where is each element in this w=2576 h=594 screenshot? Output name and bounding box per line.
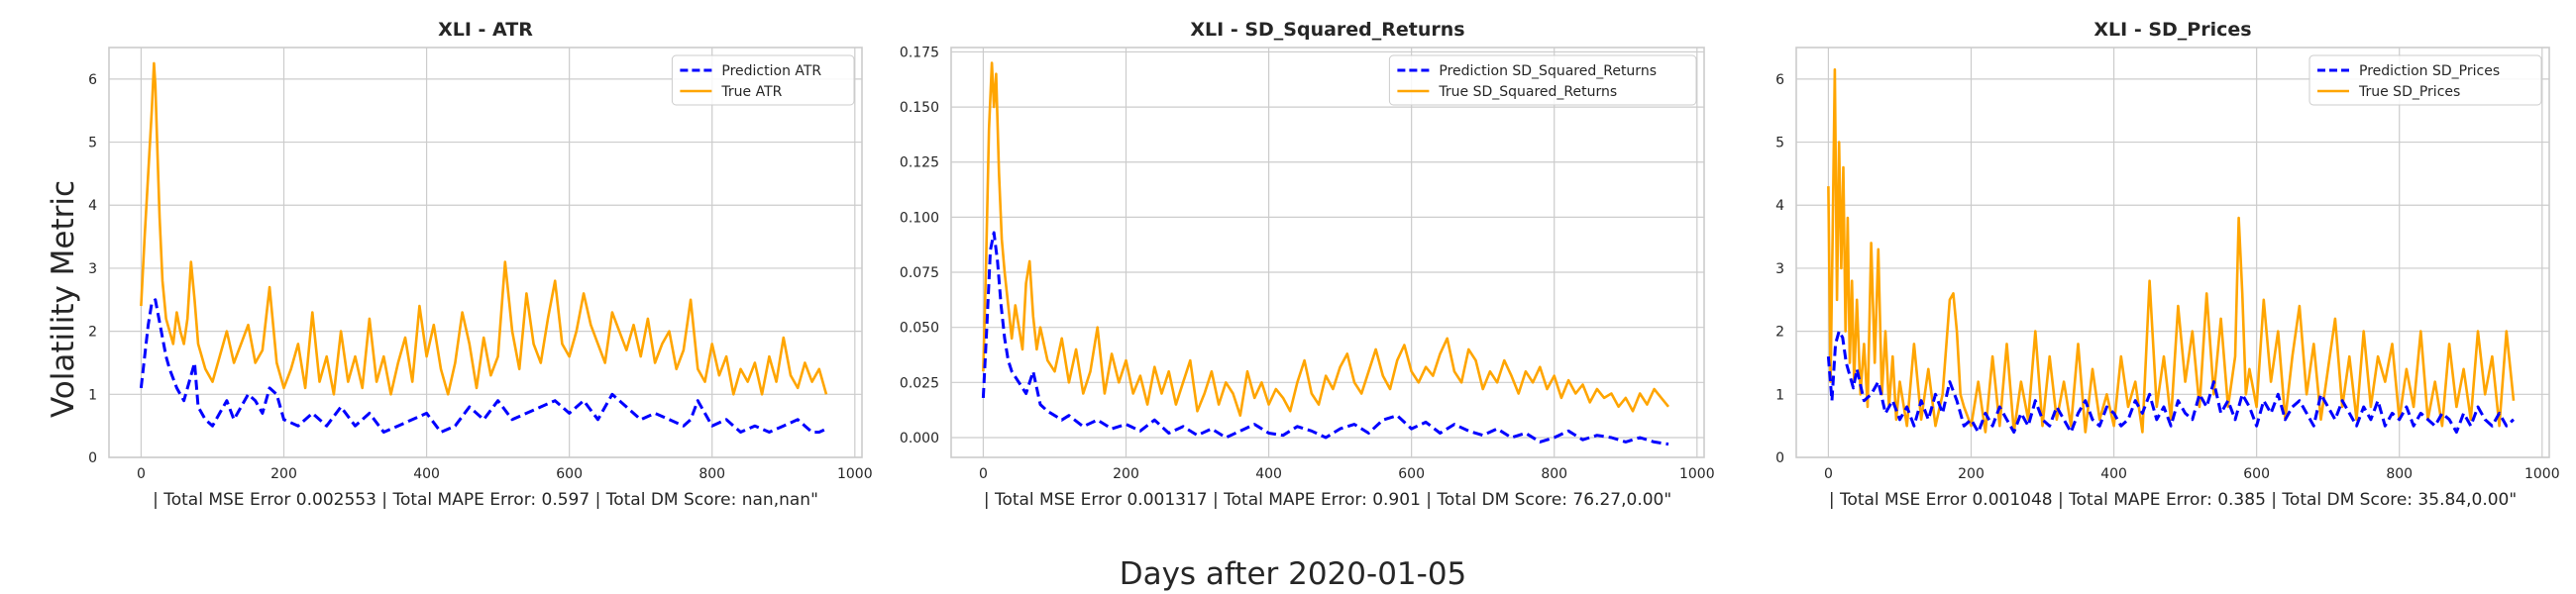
x-tick-label: 0 — [1824, 466, 1833, 482]
plot-frame — [1795, 47, 2550, 458]
figure-xlabel: Days after 2020-01-05 — [1120, 556, 1467, 592]
plot-area — [109, 48, 862, 457]
x-tick-label: 1000 — [837, 466, 873, 482]
y-tick-label: 5 — [88, 136, 97, 151]
x-tick-label: 400 — [413, 466, 440, 482]
y-tick-label: 4 — [1775, 198, 1784, 214]
series-line-prediction-sd-prices — [1826, 330, 2515, 434]
chart-title: XLI - SD_Prices — [2093, 19, 2251, 41]
x-tick-label: 600 — [556, 466, 583, 482]
x-tick-label: 1000 — [1679, 466, 1715, 482]
y-tick-label: 0.000 — [900, 431, 939, 446]
x-tick-label: 600 — [1398, 466, 1425, 482]
x-tick-label: 800 — [698, 466, 725, 482]
x-tick-label: 0 — [137, 466, 146, 482]
chart-panel-1: 0 200 400 600 800 1000 0 1 2 3 4 5 6 XLI - ATR | Total… — [88, 19, 873, 510]
legend-label: True SD_Prices — [2358, 84, 2460, 100]
x-tick-label: 200 — [1958, 466, 1985, 482]
legend-label: Prediction SD_Squared_Returns — [1439, 63, 1657, 79]
legend-label: True SD_Squared_Returns — [1438, 84, 1617, 100]
figure-ylabel: Volatility Metric — [46, 180, 81, 418]
series-line-true-sd-prices — [1827, 68, 2516, 434]
chart-xlabel: | Total MSE Error 0.001048 | Total MAPE … — [1829, 490, 2517, 510]
series-line-prediction-atr — [139, 298, 827, 434]
y-tick-label: 0.125 — [900, 155, 939, 171]
plot-area — [951, 48, 1704, 457]
y-tick-label: 3 — [1775, 261, 1784, 277]
legend-box — [2308, 54, 2542, 106]
legend-label: Prediction ATR — [721, 63, 821, 79]
x-tick-label: 400 — [2100, 466, 2127, 482]
legend-label: Prediction SD_Prices — [2359, 63, 2500, 79]
y-tick-label: 0.150 — [900, 100, 939, 116]
y-tick-label: 6 — [88, 72, 97, 88]
x-tick-label: 600 — [2243, 466, 2270, 482]
y-tick-label: 1 — [88, 387, 97, 403]
x-tick-label: 1000 — [2524, 466, 2560, 482]
y-tick-label: 2 — [1775, 325, 1784, 341]
x-tick-label: 800 — [2386, 466, 2413, 482]
legend-box — [671, 54, 855, 106]
y-tick-label: 0.025 — [900, 375, 939, 391]
y-tick-label: 1 — [1775, 387, 1784, 403]
x-tick-label: 800 — [1541, 466, 1567, 482]
chart-xlabel: | Total MSE Error 0.002553 | Total MAPE … — [153, 490, 818, 510]
x-tick-label: 200 — [1113, 466, 1139, 482]
series-line-true-atr — [140, 61, 828, 396]
series-line-true-sd-squared-returns — [982, 61, 1670, 418]
x-tick-label: 0 — [979, 466, 988, 482]
x-tick-label: 200 — [270, 466, 297, 482]
y-tick-label: 0.075 — [900, 265, 939, 281]
y-tick-label: 3 — [88, 261, 97, 277]
chart-panel-2: 0 200 400 600 800 1000 0.000 0.025 0.050 0.075 0.1… — [900, 19, 1715, 510]
plot-frame — [950, 47, 1705, 458]
legend: Prediction ATR True ATR — [671, 54, 855, 106]
y-tick-label: 0 — [88, 450, 97, 466]
chart-panel-3: 0 200 400 600 800 1000 0 1 2 3 4 5 6 XLI - SD_Prices |… — [1775, 19, 2560, 510]
y-tick-label: 6 — [1775, 72, 1784, 88]
x-tick-label: 400 — [1255, 466, 1282, 482]
chart-title: XLI - SD_Squared_Returns — [1190, 19, 1464, 41]
plot-frame — [108, 47, 863, 458]
y-tick-label: 0.100 — [900, 210, 939, 226]
legend-box — [1388, 54, 1697, 106]
series-line-prediction-sd-squared-returns — [981, 231, 1669, 446]
legend: Prediction SD_Squared_Returns True SD_Squ… — [1388, 54, 1697, 106]
legend: Prediction SD_Prices True SD_Prices — [2308, 54, 2542, 106]
y-tick-label: 2 — [88, 325, 97, 341]
legend-label: True ATR — [720, 84, 782, 100]
chart-title: XLI - ATR — [438, 19, 533, 41]
y-tick-label: 5 — [1775, 136, 1784, 151]
y-tick-label: 0 — [1775, 450, 1784, 466]
chart-xlabel: | Total MSE Error 0.001317 | Total MAPE … — [984, 490, 1671, 510]
y-tick-label: 0.050 — [900, 321, 939, 337]
y-tick-label: 0.175 — [900, 45, 939, 60]
y-tick-label: 4 — [88, 198, 97, 214]
